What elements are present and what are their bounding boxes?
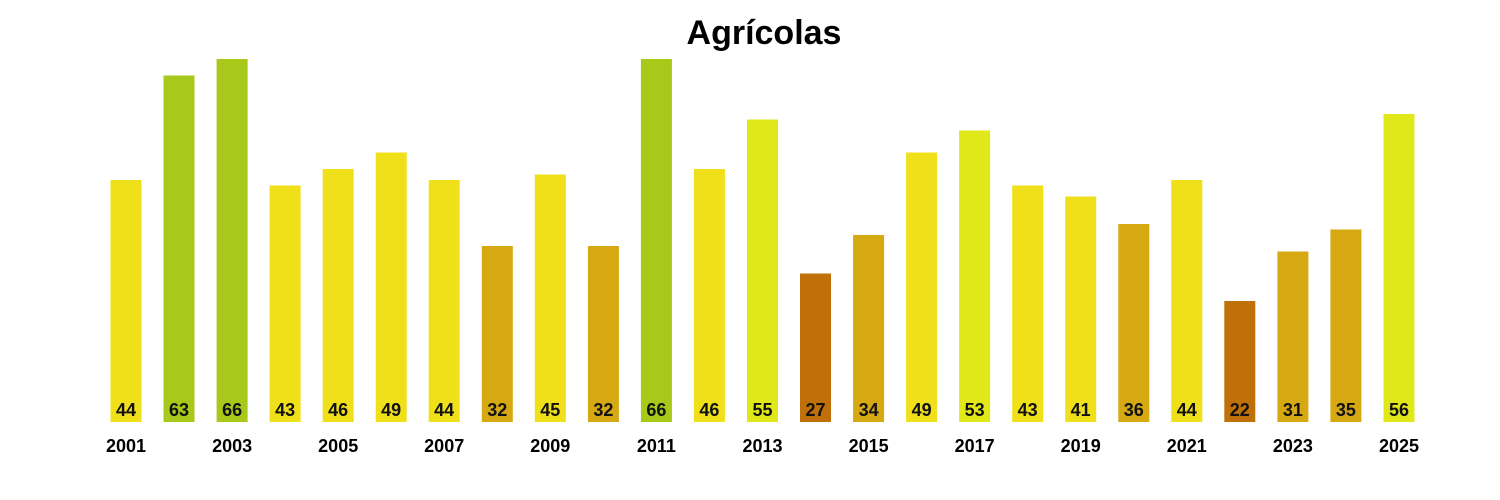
bar-value-label-2023: 31 [1283, 400, 1303, 420]
bar-value-label-2018: 43 [1018, 400, 1038, 420]
bar-value-label-2008: 32 [487, 400, 507, 420]
bar-value-label-2014: 27 [805, 400, 825, 420]
bar-2011 [640, 59, 672, 422]
bar-2006 [375, 152, 407, 422]
bar-value-label-2024: 35 [1336, 400, 1356, 420]
x-tick-label-2011: 2011 [637, 436, 676, 456]
bar-2004 [269, 185, 301, 422]
bar-2001 [110, 180, 142, 422]
bar-2012 [693, 169, 725, 422]
bar-2003 [216, 59, 248, 422]
bar-value-label-2021: 44 [1177, 400, 1197, 420]
chart-title: Agrícolas [687, 14, 842, 52]
x-tick-label-2007: 2007 [424, 436, 464, 456]
bar-value-label-2010: 32 [593, 400, 613, 420]
bar-2019 [1065, 196, 1097, 422]
x-tick-label-2019: 2019 [1061, 436, 1101, 456]
x-tick-label-2015: 2015 [849, 436, 889, 456]
bar-2002 [163, 75, 195, 422]
bar-value-label-2017: 53 [965, 400, 985, 420]
bar-2017 [959, 130, 991, 422]
x-tick-label-2023: 2023 [1273, 436, 1313, 456]
bar-value-label-2005: 46 [328, 400, 348, 420]
bar-2021 [1171, 180, 1203, 422]
bar-value-label-2002: 63 [169, 400, 189, 420]
bar-value-label-2006: 49 [381, 400, 401, 420]
bar-2005 [322, 169, 354, 422]
x-tick-label-2021: 2021 [1167, 436, 1207, 456]
bar-2016 [906, 152, 938, 422]
bar-2025 [1383, 114, 1415, 422]
bar-2007 [428, 180, 460, 422]
bar-value-label-2012: 46 [699, 400, 719, 420]
bar-2020 [1118, 224, 1150, 422]
bar-2014 [800, 273, 831, 422]
bar-2022 [1224, 301, 1256, 422]
x-tick-label-2017: 2017 [955, 436, 995, 456]
x-tick-label-2009: 2009 [530, 436, 570, 456]
bar-value-label-2025: 56 [1389, 400, 1409, 420]
bar-value-label-2020: 36 [1124, 400, 1144, 420]
bar-2008 [481, 246, 513, 422]
bar-2018 [1012, 185, 1044, 422]
bar-value-label-2015: 34 [859, 400, 879, 420]
value-labels-group: 44 63 66 43 46 49 44 32 45 32 66 46 55 27 34 49 53 43 41 36… [116, 400, 1409, 420]
bars-group [110, 59, 1415, 422]
bar-value-label-2009: 45 [540, 400, 560, 420]
bar-value-label-2016: 49 [912, 400, 932, 420]
bar-2009 [534, 174, 566, 422]
bar-2023 [1277, 251, 1309, 422]
x-axis-ticks: 2001 2003 2005 2007 2009 2011 2013 2015 2017 2019… [106, 436, 1419, 456]
bar-value-label-2019: 41 [1071, 400, 1091, 420]
bar-value-label-2004: 43 [275, 400, 295, 420]
x-tick-label-2025: 2025 [1379, 436, 1419, 456]
x-tick-label-2003: 2003 [212, 436, 252, 456]
bar-2024 [1330, 229, 1362, 422]
x-tick-label-2001: 2001 [106, 436, 146, 456]
bar-value-label-2011: 66 [646, 400, 666, 420]
x-tick-label-2013: 2013 [742, 436, 782, 456]
bar-value-label-2022: 22 [1230, 400, 1250, 420]
bar-2013 [747, 119, 778, 422]
bar-value-label-2013: 55 [752, 400, 772, 420]
bar-2015 [853, 235, 885, 422]
bar-2010 [587, 246, 619, 422]
bar-value-label-2001: 44 [116, 400, 136, 420]
bar-value-label-2003: 66 [222, 400, 242, 420]
x-tick-label-2005: 2005 [318, 436, 358, 456]
bar-value-label-2007: 44 [434, 400, 454, 420]
